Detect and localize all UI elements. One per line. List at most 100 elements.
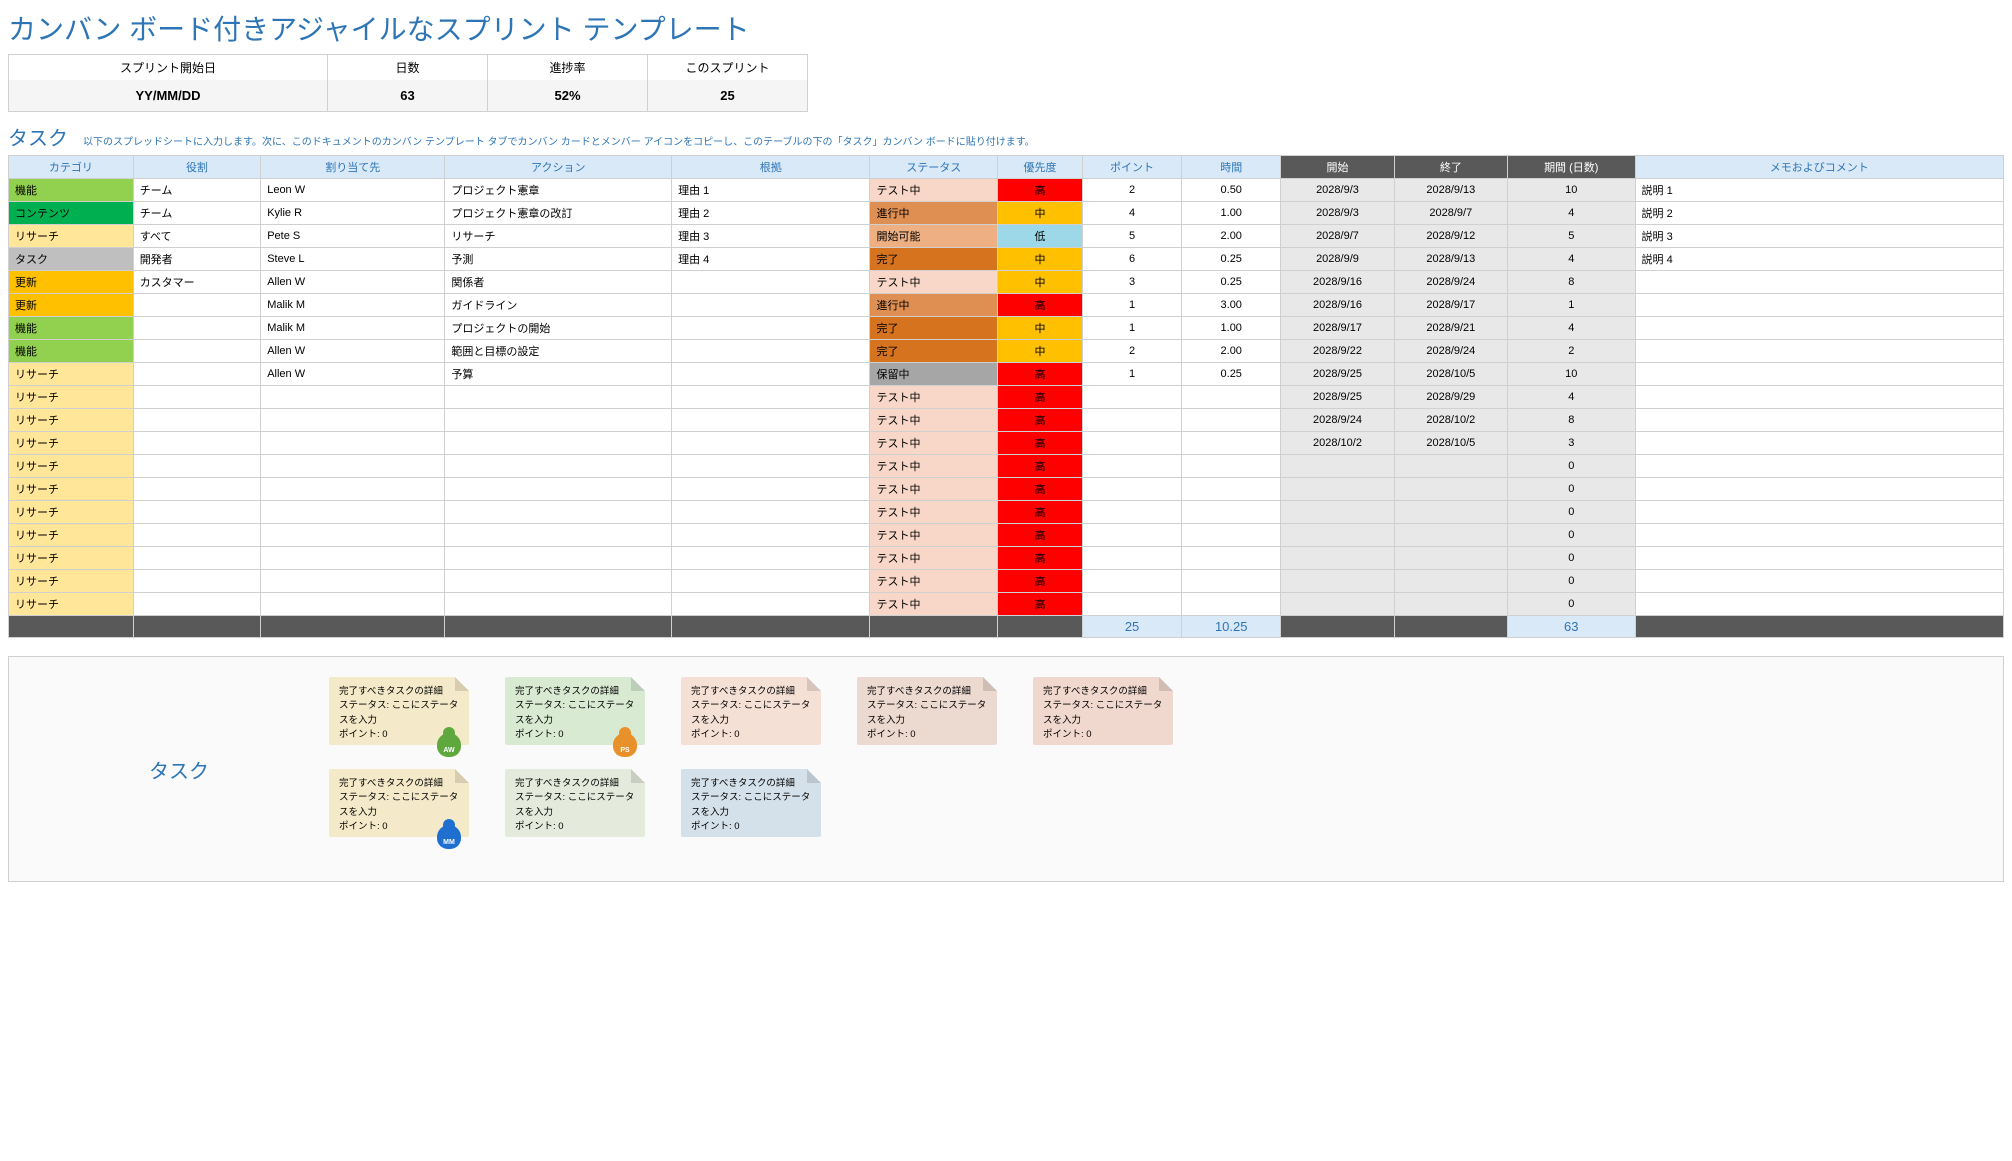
cell[interactable]: Allen W	[261, 363, 445, 386]
cell[interactable]	[1394, 478, 1507, 501]
cell[interactable]	[133, 570, 261, 593]
cell[interactable]: 4	[1508, 248, 1636, 271]
cell[interactable]: テスト中	[870, 409, 998, 432]
cell[interactable]: 中	[997, 271, 1082, 294]
cell[interactable]: すべて	[133, 225, 261, 248]
cell[interactable]	[133, 547, 261, 570]
cell[interactable]: 4	[1508, 202, 1636, 225]
cell[interactable]: Leon W	[261, 179, 445, 202]
cell[interactable]: 4	[1508, 317, 1636, 340]
cell[interactable]: プロジェクトの開始	[445, 317, 672, 340]
cell[interactable]	[1182, 409, 1281, 432]
col-header[interactable]: 割り当て先	[261, 156, 445, 179]
cell[interactable]	[1635, 432, 2003, 455]
cell[interactable]	[445, 501, 672, 524]
cell[interactable]	[672, 432, 870, 455]
table-row[interactable]: リサーチテスト中高0	[9, 547, 2004, 570]
kanban-card[interactable]: 完了すべきタスクの詳細ステータス: ここにステータスを入力ポイント: 0MM	[329, 769, 469, 837]
cell[interactable]: Allen W	[261, 271, 445, 294]
table-row[interactable]: コンテンツチームKylie Rプロジェクト憲章の改訂理由 2進行中中41.002…	[9, 202, 2004, 225]
cell[interactable]	[672, 478, 870, 501]
table-row[interactable]: 更新カスタマーAllen W関係者テスト中中30.252028/9/162028…	[9, 271, 2004, 294]
cell[interactable]: 完了	[870, 317, 998, 340]
cell[interactable]: 説明 3	[1635, 225, 2003, 248]
col-header[interactable]: メモおよびコメント	[1635, 156, 2003, 179]
cell[interactable]: 高	[997, 455, 1082, 478]
cell[interactable]	[1394, 593, 1507, 616]
cell[interactable]: 1	[1082, 294, 1181, 317]
cell[interactable]: リサーチ	[9, 225, 134, 248]
col-header[interactable]: 期間 (日数)	[1508, 156, 1636, 179]
cell[interactable]: 2028/9/17	[1281, 317, 1394, 340]
cell[interactable]	[672, 386, 870, 409]
cell[interactable]	[445, 593, 672, 616]
cell[interactable]: 2028/10/2	[1281, 432, 1394, 455]
cell[interactable]: 2028/9/3	[1281, 179, 1394, 202]
cell[interactable]: 0.25	[1182, 271, 1281, 294]
kanban-card[interactable]: 完了すべきタスクの詳細ステータス: ここにステータスを入力ポイント: 0	[1033, 677, 1173, 745]
cell[interactable]	[133, 524, 261, 547]
cell[interactable]: 5	[1508, 225, 1636, 248]
cell[interactable]: 2028/9/25	[1281, 386, 1394, 409]
cell[interactable]: 2.00	[1182, 340, 1281, 363]
cell[interactable]: 2028/9/7	[1281, 225, 1394, 248]
cell[interactable]: 中	[997, 317, 1082, 340]
cell[interactable]: 2028/10/5	[1394, 363, 1507, 386]
cell[interactable]: 中	[997, 340, 1082, 363]
cell[interactable]	[1182, 432, 1281, 455]
cell[interactable]: テスト中	[870, 524, 998, 547]
kanban-card[interactable]: 完了すべきタスクの詳細ステータス: ここにステータスを入力ポイント: 0AW	[329, 677, 469, 745]
cell[interactable]: 高	[997, 363, 1082, 386]
cell[interactable]	[1635, 294, 2003, 317]
cell[interactable]: 2028/9/16	[1281, 271, 1394, 294]
cell[interactable]	[1082, 478, 1181, 501]
cell[interactable]	[1182, 501, 1281, 524]
cell[interactable]	[1394, 570, 1507, 593]
cell[interactable]: 3.00	[1182, 294, 1281, 317]
cell[interactable]	[1082, 386, 1181, 409]
col-header[interactable]: アクション	[445, 156, 672, 179]
cell[interactable]	[261, 432, 445, 455]
cell[interactable]: 2028/10/2	[1394, 409, 1507, 432]
cell[interactable]: 1	[1508, 294, 1636, 317]
cell[interactable]: リサーチ	[9, 547, 134, 570]
cell[interactable]: リサーチ	[9, 363, 134, 386]
table-row[interactable]: 機能Allen W範囲と目標の設定完了中22.002028/9/222028/9…	[9, 340, 2004, 363]
table-row[interactable]: 機能Malik Mプロジェクトの開始完了中11.002028/9/172028/…	[9, 317, 2004, 340]
cell[interactable]: 3	[1082, 271, 1181, 294]
cell[interactable]	[1635, 363, 2003, 386]
cell[interactable]: ガイドライン	[445, 294, 672, 317]
cell[interactable]: 高	[997, 570, 1082, 593]
cell[interactable]	[1635, 386, 2003, 409]
cell[interactable]	[672, 547, 870, 570]
cell[interactable]	[133, 294, 261, 317]
table-row[interactable]: 更新Malik Mガイドライン進行中高13.002028/9/162028/9/…	[9, 294, 2004, 317]
cell[interactable]: 進行中	[870, 294, 998, 317]
cell[interactable]: 2028/9/16	[1281, 294, 1394, 317]
cell[interactable]: テスト中	[870, 570, 998, 593]
cell[interactable]	[445, 409, 672, 432]
cell[interactable]: カスタマー	[133, 271, 261, 294]
cell[interactable]	[1635, 501, 2003, 524]
cell[interactable]: 予測	[445, 248, 672, 271]
cell[interactable]: 0	[1508, 593, 1636, 616]
cell[interactable]: リサーチ	[9, 570, 134, 593]
cell[interactable]: テスト中	[870, 386, 998, 409]
table-row[interactable]: リサーチテスト中高2028/9/252028/9/294	[9, 386, 2004, 409]
cell[interactable]: 2028/9/22	[1281, 340, 1394, 363]
cell[interactable]: Kylie R	[261, 202, 445, 225]
cell[interactable]	[445, 547, 672, 570]
col-header[interactable]: 終了	[1394, 156, 1507, 179]
cell[interactable]: 10	[1508, 179, 1636, 202]
cell[interactable]	[1281, 501, 1394, 524]
table-row[interactable]: リサーチテスト中高0	[9, 455, 2004, 478]
cell[interactable]	[133, 386, 261, 409]
cell[interactable]: 高	[997, 593, 1082, 616]
cell[interactable]	[1635, 570, 2003, 593]
cell[interactable]	[1281, 593, 1394, 616]
cell[interactable]: 0.25	[1182, 248, 1281, 271]
cell[interactable]	[445, 455, 672, 478]
cell[interactable]: リサーチ	[9, 386, 134, 409]
cell[interactable]	[1394, 455, 1507, 478]
cell[interactable]	[445, 524, 672, 547]
